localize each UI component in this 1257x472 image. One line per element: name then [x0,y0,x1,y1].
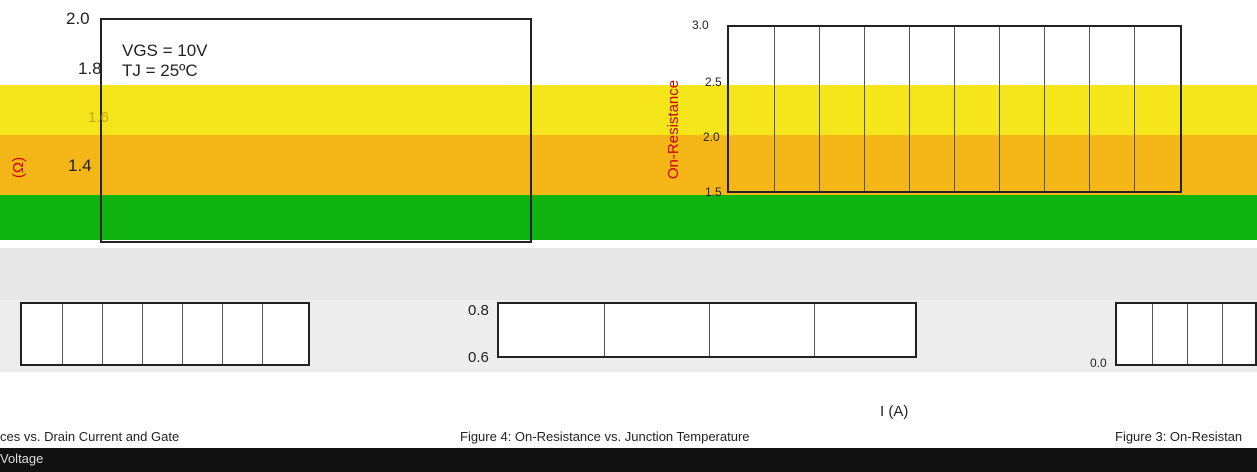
tick-label: 1.5 [705,185,722,199]
plot-frame [100,18,532,243]
tick-label: 1.4 [68,156,92,175]
annotation: TJ = 25ºC [122,61,198,80]
axis-label: (Ω) [10,156,28,179]
black-band [0,448,1257,472]
axis-label: I (A) [880,403,909,420]
tick-label: 3.0 [692,18,709,32]
axis-label: On-Resistance [665,79,683,180]
caption: ces vs. Drain Current and Gate [0,429,180,444]
tick-label: 0.0 [1090,356,1107,370]
tick-label: 2.0 [703,130,720,144]
plot-frame [727,25,1182,193]
tick-label: 1.8 [78,59,102,78]
plot-frame [1115,302,1257,366]
tick-label: 1.6 [88,109,109,126]
plot-frame [497,302,917,358]
tick-label: 2.5 [705,75,722,89]
caption-area [0,372,1257,448]
green-band [0,195,1257,240]
tick-label: 2.0 [66,9,90,28]
yellow-band [0,85,1257,135]
plot-frame [20,302,310,366]
tick-label: 0.6 [468,349,489,366]
caption: Figure 3: On-Resistan [1115,429,1243,444]
orange-band [0,135,1257,195]
gray-band [0,248,1257,300]
tick-label: 0.8 [468,302,489,319]
annotation: VGS = 10V [122,41,208,60]
caption: Figure 4: On-Resistance vs. Junction Tem… [460,429,750,444]
caption: Voltage [0,451,44,466]
